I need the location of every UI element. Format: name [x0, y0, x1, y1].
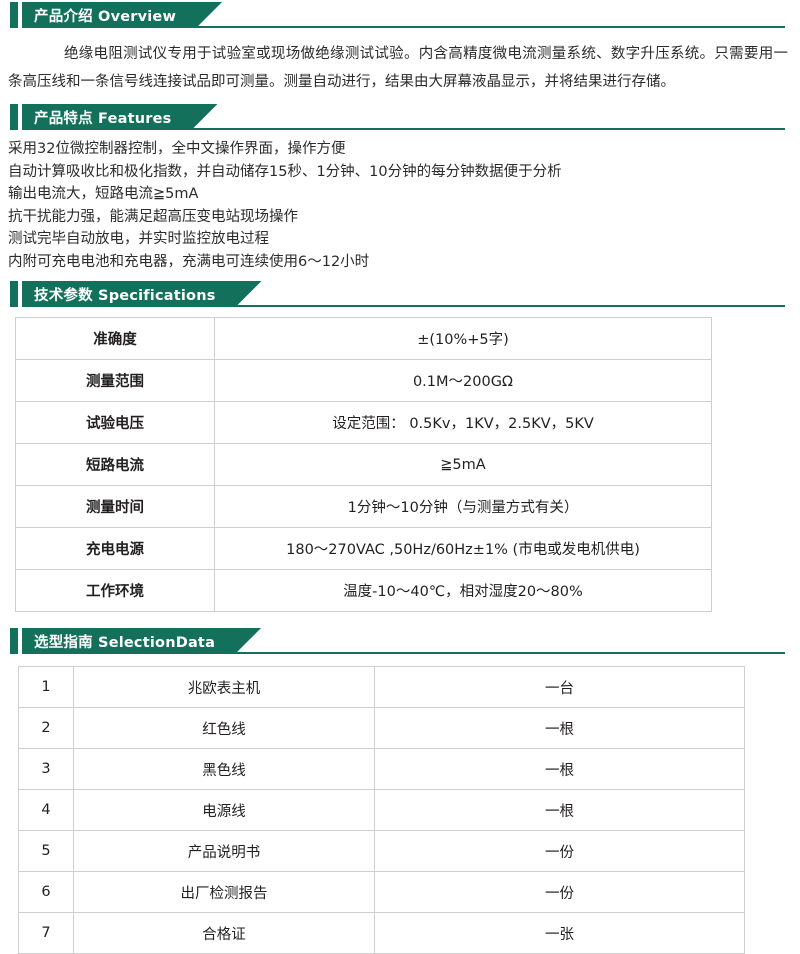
banner-rule — [22, 652, 785, 654]
selection-item: 电源线 — [73, 789, 375, 831]
section-banner-specifications: 技术参数 Specifications — [0, 279, 800, 309]
banner-tab: 产品特点 Features — [22, 104, 217, 130]
section-banner-overview: 产品介绍 Overview — [0, 0, 800, 30]
selection-index: 3 — [18, 748, 74, 790]
table-row: 测量范围 0.1M～200GΩ — [15, 359, 712, 402]
spec-label: 准确度 — [15, 317, 215, 360]
section-title-overview: 产品介绍 Overview — [34, 8, 177, 25]
selection-item: 兆欧表主机 — [73, 666, 375, 708]
selection-item: 红色线 — [73, 707, 375, 749]
feature-item: 自动计算吸收比和极化指数，并自动储存15秒、1分钟、10分钟的每分钟数据便于分析 — [8, 163, 562, 180]
selection-qty: 一份 — [374, 830, 745, 872]
table-row: 测量时间 1分钟～10分钟（与测量方式有关） — [15, 485, 712, 528]
spec-value: 180～270VAC ,50Hz/60Hz±1% (市电或发电机供电) — [214, 527, 712, 570]
banner-rule — [22, 128, 785, 130]
table-row: 4 电源线 一根 — [18, 789, 745, 831]
spec-value: 0.1M～200GΩ — [214, 359, 712, 402]
feature-item: 抗干扰能力强，能满足超高压变电站现场操作 — [8, 208, 298, 225]
banner-rule — [22, 305, 785, 307]
table-row: 2 红色线 一根 — [18, 707, 745, 749]
selection-item: 出厂检测报告 — [73, 871, 375, 913]
selection-qty: 一台 — [374, 666, 745, 708]
table-row: 准确度 ±(10%+5字) — [15, 317, 712, 360]
spec-label: 测量范围 — [15, 359, 215, 402]
table-row: 3 黑色线 一根 — [18, 748, 745, 790]
table-row: 7 合格证 一张 — [18, 912, 745, 954]
selection-index: 6 — [18, 871, 74, 913]
spec-value: 1分钟～10分钟（与测量方式有关） — [214, 485, 712, 528]
selection-qty: 一根 — [374, 789, 745, 831]
selection-qty: 一张 — [374, 912, 745, 954]
spec-label: 工作环境 — [15, 569, 215, 612]
selection-item: 产品说明书 — [73, 830, 375, 872]
selection-index: 1 — [18, 666, 74, 708]
banner-accent-bar — [10, 104, 18, 130]
section-title-selection: 选型指南 SelectionData — [34, 634, 216, 651]
spec-value: 设定范围： 0.5Kv，1KV，2.5KV，5KV — [214, 401, 712, 444]
banner-accent-bar — [10, 2, 18, 28]
section-banner-features: 产品特点 Features — [0, 102, 800, 132]
feature-item: 内附可充电电池和充电器，充满电可连续使用6～12小时 — [8, 253, 370, 270]
selection-item: 黑色线 — [73, 748, 375, 790]
specifications-table: 准确度 ±(10%+5字) 测量范围 0.1M～200GΩ 试验电压 设定范围：… — [15, 317, 712, 612]
banner-tab: 技术参数 Specifications — [22, 281, 262, 307]
overview-paragraph: 绝缘电阻测试仪专用于试验室或现场做绝缘测试试验。内含高精度微电流测量系统、数字升… — [8, 46, 788, 90]
table-row: 1 兆欧表主机 一台 — [18, 666, 745, 708]
selection-index: 2 — [18, 707, 74, 749]
spec-label: 测量时间 — [15, 485, 215, 528]
feature-item: 测试完毕自动放电，并实时监控放电过程 — [8, 231, 269, 247]
banner-tab: 选型指南 SelectionData — [22, 628, 261, 654]
table-row: 5 产品说明书 一份 — [18, 830, 745, 872]
spec-label: 短路电流 — [15, 443, 215, 486]
selection-index: 4 — [18, 789, 74, 831]
table-row: 工作环境 温度-10～40℃，相对湿度20～80% — [15, 569, 712, 612]
banner-rule — [22, 26, 785, 28]
table-row: 充电电源 180～270VAC ,50Hz/60Hz±1% (市电或发电机供电) — [15, 527, 712, 570]
section-title-features: 产品特点 Features — [34, 110, 172, 127]
selection-index: 5 — [18, 830, 74, 872]
selection-qty: 一根 — [374, 707, 745, 749]
feature-item: 采用32位微控制器控制，全中文操作界面，操作方便 — [8, 141, 346, 157]
spec-label: 试验电压 — [15, 401, 215, 444]
banner-accent-bar — [10, 281, 18, 307]
table-row: 试验电压 设定范围： 0.5Kv，1KV，2.5KV，5KV — [15, 401, 712, 444]
banner-tab: 产品介绍 Overview — [22, 2, 222, 28]
selection-item: 合格证 — [73, 912, 375, 954]
feature-item: 输出电流大，短路电流≧5mA — [8, 186, 199, 202]
section-banner-selection: 选型指南 SelectionData — [0, 626, 800, 656]
selection-table: 1 兆欧表主机 一台 2 红色线 一根 3 黑色线 一根 4 电源线 一根 5 … — [18, 666, 745, 954]
selection-index: 7 — [18, 912, 74, 954]
selection-qty: 一份 — [374, 871, 745, 913]
spec-value: 温度-10～40℃，相对湿度20～80% — [214, 569, 712, 612]
banner-accent-bar — [10, 628, 18, 654]
spec-label: 充电电源 — [15, 527, 215, 570]
spec-value: ≧5mA — [214, 443, 712, 486]
selection-qty: 一根 — [374, 748, 745, 790]
table-row: 短路电流 ≧5mA — [15, 443, 712, 486]
section-title-specifications: 技术参数 Specifications — [34, 287, 216, 304]
features-list: 采用32位微控制器控制，全中文操作界面，操作方便 自动计算吸收比和极化指数，并自… — [8, 138, 800, 273]
table-row: 6 出厂检测报告 一份 — [18, 871, 745, 913]
spec-value: ±(10%+5字) — [214, 317, 712, 360]
